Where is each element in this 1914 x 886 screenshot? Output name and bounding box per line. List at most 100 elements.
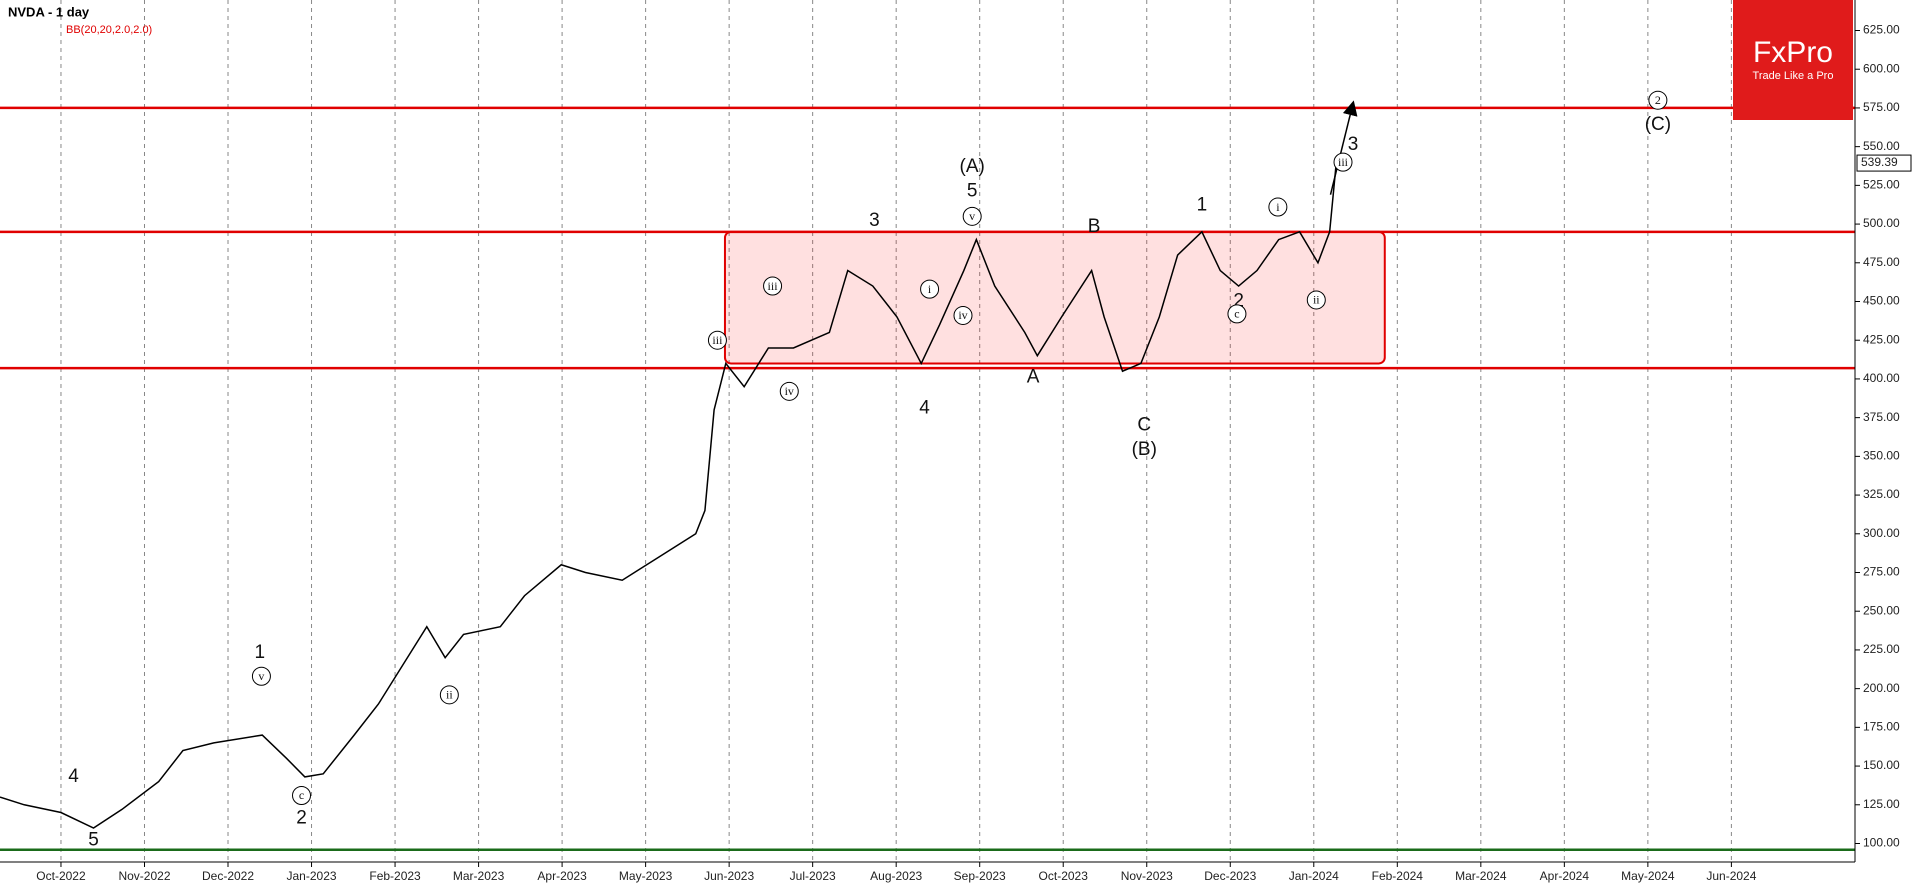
wave-circle: [251, 666, 271, 686]
wave-circle: [1268, 197, 1288, 217]
x-tick-label: Mar-2024: [1455, 869, 1507, 883]
wave-label: 1: [1197, 195, 1208, 216]
wave-label: 2: [296, 808, 307, 829]
y-tick-label: 525.00: [1863, 178, 1900, 192]
y-tick-label: 325.00: [1863, 487, 1900, 501]
x-tick-label: Jan-2024: [1289, 869, 1339, 883]
x-tick-label: Feb-2024: [1372, 869, 1424, 883]
wave-label: 1: [254, 642, 265, 663]
wave-label: (C): [1645, 114, 1671, 135]
wave-label: 2: [1233, 291, 1244, 312]
wave-label: B: [1088, 216, 1101, 237]
x-tick-label: Jun-2024: [1706, 869, 1756, 883]
wave-label: 2: [1655, 93, 1661, 107]
y-tick-label: 225.00: [1863, 642, 1900, 656]
wave-circle: [1306, 290, 1326, 310]
wave-label: 4: [68, 766, 79, 787]
wave-circle: [1333, 152, 1353, 172]
wave-label: ii: [446, 688, 453, 702]
x-tick-label: Sep-2023: [954, 869, 1006, 883]
x-tick-label: Aug-2023: [870, 869, 922, 883]
wave-label: ii: [1313, 293, 1320, 307]
wave-label: c: [1234, 307, 1239, 321]
wave-label: i: [1276, 200, 1280, 214]
y-tick-label: 100.00: [1863, 836, 1900, 850]
wave-circle: [920, 279, 940, 299]
y-tick-label: 150.00: [1863, 758, 1900, 772]
wave-label: C: [1137, 414, 1151, 435]
x-tick-label: Jan-2023: [287, 869, 337, 883]
logo-box: [1733, 0, 1853, 120]
x-tick-label: Nov-2023: [1121, 869, 1173, 883]
projection-arrow: [1329, 100, 1358, 195]
logo-name: FxPro: [1753, 36, 1833, 69]
y-tick-label: 550.00: [1863, 139, 1900, 153]
y-tick-label: 350.00: [1863, 449, 1900, 463]
x-tick-label: Oct-2023: [1039, 869, 1089, 883]
y-tick-label: 500.00: [1863, 216, 1900, 230]
wave-label: iv: [785, 384, 794, 398]
wave-label: A: [1027, 366, 1040, 387]
wave-circle: [439, 685, 459, 705]
y-tick-label: 125.00: [1863, 797, 1900, 811]
wave-label: (A): [960, 156, 985, 177]
wave-circle: [953, 305, 973, 325]
wave-label: 3: [869, 210, 880, 231]
x-tick-label: May-2024: [1621, 869, 1675, 883]
y-tick-label: 300.00: [1863, 526, 1900, 540]
y-tick-label: 625.00: [1863, 23, 1900, 37]
wave-circle: [707, 330, 727, 350]
y-tick-label: 375.00: [1863, 410, 1900, 424]
x-tick-label: Jul-2023: [790, 869, 836, 883]
y-tick-label: 600.00: [1863, 61, 1900, 75]
x-tick-label: Oct-2022: [36, 869, 86, 883]
last-price-label: 539.39: [1861, 155, 1898, 169]
x-tick-label: Mar-2023: [453, 869, 505, 883]
y-tick-label: 200.00: [1863, 681, 1900, 695]
wave-label: iii: [768, 279, 779, 293]
y-tick-label: 425.00: [1863, 332, 1900, 346]
y-tick-label: 275.00: [1863, 565, 1900, 579]
y-tick-label: 400.00: [1863, 371, 1900, 385]
x-tick-label: Feb-2023: [369, 869, 421, 883]
wave-circle: [1227, 304, 1247, 324]
x-tick-label: Dec-2022: [202, 869, 254, 883]
wave-circle: [292, 785, 312, 805]
y-tick-label: 250.00: [1863, 603, 1900, 617]
x-tick-label: Apr-2023: [537, 869, 587, 883]
last-price-box: [1856, 154, 1912, 172]
wave-label: i: [928, 282, 932, 296]
wave-label: iii: [1338, 155, 1349, 169]
marks-layer: [0, 100, 1855, 851]
wave-label: 5: [88, 829, 99, 850]
y-tick-label: 450.00: [1863, 294, 1900, 308]
indicator-label: BB(20,20,2.0,2.0): [66, 24, 152, 36]
chart-title: NVDA - 1 day: [8, 4, 90, 19]
wave-label: 4: [919, 397, 930, 418]
grid-layer: [60, 0, 1860, 867]
wave-label: iv: [958, 308, 967, 322]
y-tick-label: 575.00: [1863, 100, 1900, 114]
wave-label: 3: [1348, 134, 1359, 155]
wave-circle: [763, 276, 783, 296]
x-tick-label: Dec-2023: [1204, 869, 1256, 883]
wave-circle: [779, 381, 799, 401]
x-tick-label: May-2023: [619, 869, 673, 883]
wave-circle: [962, 206, 982, 226]
x-tick-label: Nov-2022: [118, 869, 170, 883]
x-tick-label: Apr-2024: [1540, 869, 1590, 883]
price-line: [0, 162, 1338, 829]
labels-layer: 100.00 125.00 150.00 175.00 200.00 225.00 250.…: [36, 23, 1912, 883]
wave-label: v: [969, 209, 975, 223]
y-tick-label: 175.00: [1863, 720, 1900, 734]
y-tick-label: 475.00: [1863, 255, 1900, 269]
x-tick-label: Jun-2023: [704, 869, 754, 883]
wave-circle: [1648, 90, 1668, 110]
zone: [723, 230, 1386, 365]
wave-label: v: [258, 669, 264, 683]
logo-tagline: Trade Like a Pro: [1753, 70, 1834, 82]
wave-label: (B): [1132, 439, 1157, 460]
